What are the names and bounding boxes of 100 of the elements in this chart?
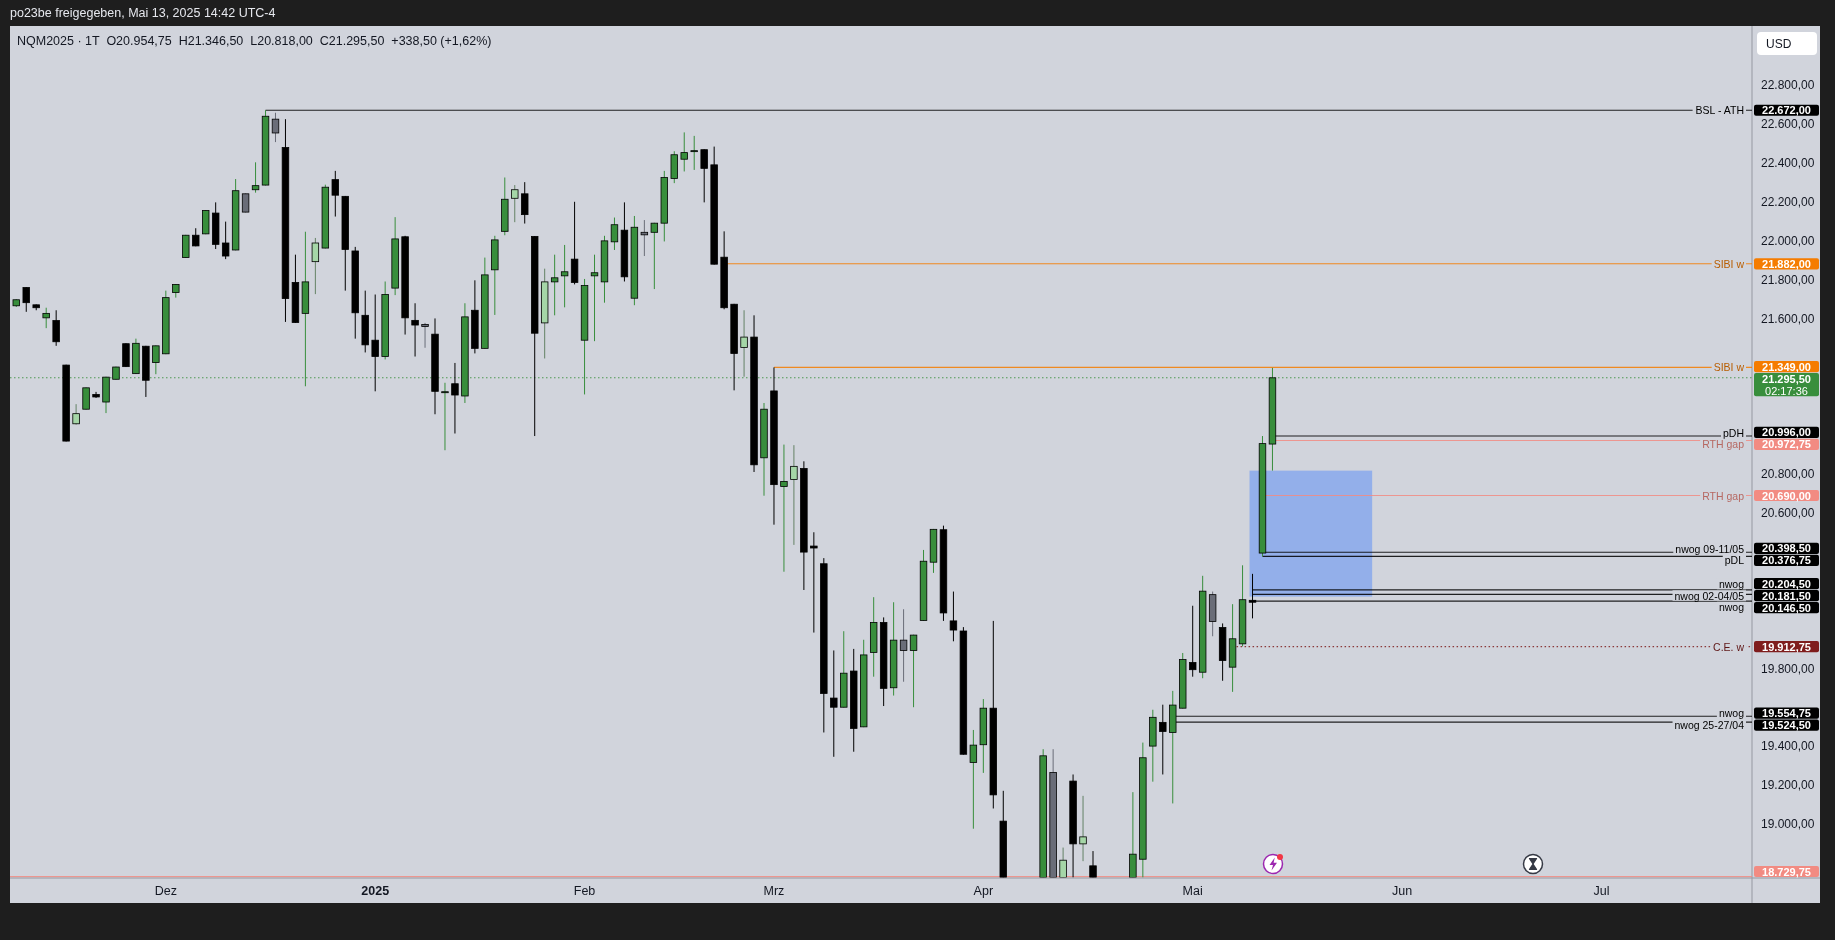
ref-line-label: pDH: [1722, 426, 1744, 439]
candlestick: [521, 181, 529, 225]
candlestick: [909, 634, 918, 708]
y-tick-label: 21.882,00: [1762, 257, 1811, 270]
x-tick-label: Apr: [973, 884, 994, 898]
candlestick: [441, 382, 449, 451]
candlestick: [1089, 850, 1097, 878]
candlestick: [72, 403, 80, 426]
candlestick: [790, 444, 798, 546]
x-tick-label: Jun: [1391, 884, 1413, 898]
y-tick-label: 18.729,75: [1762, 865, 1811, 878]
y-tick-label: 19.400,00: [1761, 739, 1815, 754]
y-tick-label: 20.204,50: [1762, 577, 1811, 590]
y-tick-label: 21.600,00: [1761, 311, 1815, 326]
candlestick: [1189, 605, 1197, 678]
candlestick: [830, 649, 838, 758]
candlestick: [52, 309, 60, 347]
candlestick: [590, 254, 599, 342]
candlestick: [1159, 704, 1167, 775]
y-tick-label: 22.600,00: [1761, 117, 1815, 132]
y-tick-label: 21.295,50: [1762, 372, 1811, 385]
candlestick: [550, 254, 559, 316]
candlestick: [570, 201, 579, 285]
y-tick-label: 19.000,00: [1761, 817, 1815, 832]
candlestick: [251, 161, 260, 194]
candlestick: [690, 135, 698, 171]
candlestick: [780, 444, 788, 573]
text: NQM2025 · 1T O20.954,75 H21.346,50 L20.818,00 C21.295,50 +338,50 (+1,62%): [17, 34, 492, 48]
candlestick: [949, 591, 958, 642]
candlestick: [411, 302, 419, 358]
ref-line-label: RTH gap: [1702, 438, 1745, 451]
ref-line-label: pDL: [1724, 554, 1745, 567]
x-tick-label: Dez: [154, 884, 177, 898]
candlestick: [511, 184, 519, 223]
ref-line-label: C.E. w: [1713, 640, 1745, 653]
ref-line-label: SIBI w: [1713, 257, 1745, 270]
y-tick-label: 21.800,00: [1761, 272, 1815, 287]
x-tick-label: Mai: [1182, 884, 1203, 898]
candlestick: [700, 148, 708, 203]
candlestick: [740, 309, 748, 378]
y-tick-label: 20.972,75: [1762, 438, 1811, 451]
candlestick: [421, 322, 429, 349]
text: 02:17:36: [1765, 384, 1808, 397]
candlestick: [271, 112, 280, 143]
candlestick: [241, 192, 250, 213]
ref-line-label: nwog: [1718, 707, 1745, 720]
ref-line-label: SIBI w: [1713, 361, 1745, 374]
candlestick: [451, 362, 459, 435]
y-tick-label: 20.376,75: [1762, 554, 1811, 567]
y-tick-label: 20.690,00: [1762, 489, 1811, 502]
candlestick: [610, 217, 619, 251]
y-tick-label: 22.672,00: [1762, 104, 1811, 117]
candlestick: [202, 209, 210, 235]
y-tick-label: 20.181,50: [1762, 589, 1811, 602]
y-tick-label: 21.349,00: [1762, 360, 1811, 373]
x-tick-label: 2025: [361, 884, 390, 898]
x-tick-label: Feb: [573, 884, 596, 898]
candlestick: [680, 131, 688, 172]
text: po23be freigegeben, Mai 13, 2025 14:42 UTC-4: [10, 6, 276, 20]
y-tick-label: 22.000,00: [1761, 233, 1815, 248]
candlestick: [810, 531, 818, 634]
y-tick-label: 22.200,00: [1761, 194, 1815, 209]
y-tick-label: 20.800,00: [1761, 467, 1815, 482]
ref-line-label: RTH gap: [1702, 489, 1745, 502]
y-tick-label: 19.200,00: [1761, 778, 1815, 793]
ref-line-label: nwog: [1718, 601, 1745, 614]
candlestick: [152, 344, 160, 375]
candlestick: [1129, 791, 1137, 878]
y-tick-label: 22.800,00: [1761, 78, 1815, 93]
candlestick: [371, 294, 379, 392]
y-tick-label: 19.524,50: [1762, 719, 1811, 732]
y-axis-title: USD: [1766, 36, 1792, 51]
y-tick-label: 20.996,00: [1762, 426, 1811, 439]
candlestick: [670, 150, 678, 184]
candlestick: [82, 386, 90, 411]
ref-line-label: nwog 25-27/04: [1674, 718, 1745, 731]
candlestick: [311, 237, 320, 295]
ref-line-label: nwog: [1718, 578, 1745, 591]
x-tick-label: Mrz: [763, 884, 785, 898]
y-tick-label: 19.912,75: [1762, 640, 1811, 653]
candlestick: [42, 307, 50, 329]
ref-line-label: nwog 09-11/05: [1675, 542, 1745, 555]
candlestick: [192, 227, 200, 247]
y-tick-label: 22.400,00: [1761, 156, 1815, 171]
y-tick-label: 20.398,50: [1762, 542, 1811, 555]
candlestick: [221, 221, 230, 260]
y-tick-label: 19.800,00: [1761, 661, 1815, 676]
candlestick: [22, 286, 30, 313]
candlestick: [1079, 795, 1087, 862]
candlestick: [640, 219, 649, 257]
y-tick-label: 20.600,00: [1761, 506, 1815, 521]
candlestick: [560, 244, 569, 308]
ref-line-label: BSL - ATH: [1695, 104, 1744, 117]
x-tick-label: Jul: [1593, 884, 1610, 898]
candlestick: [969, 729, 978, 830]
y-tick-label: 20.146,50: [1762, 601, 1811, 614]
ref-line-label: nwog 02-04/05: [1674, 589, 1745, 602]
y-tick-label: 19.554,75: [1762, 707, 1811, 720]
candlestick: [1059, 847, 1067, 878]
candlestick: [650, 222, 659, 290]
